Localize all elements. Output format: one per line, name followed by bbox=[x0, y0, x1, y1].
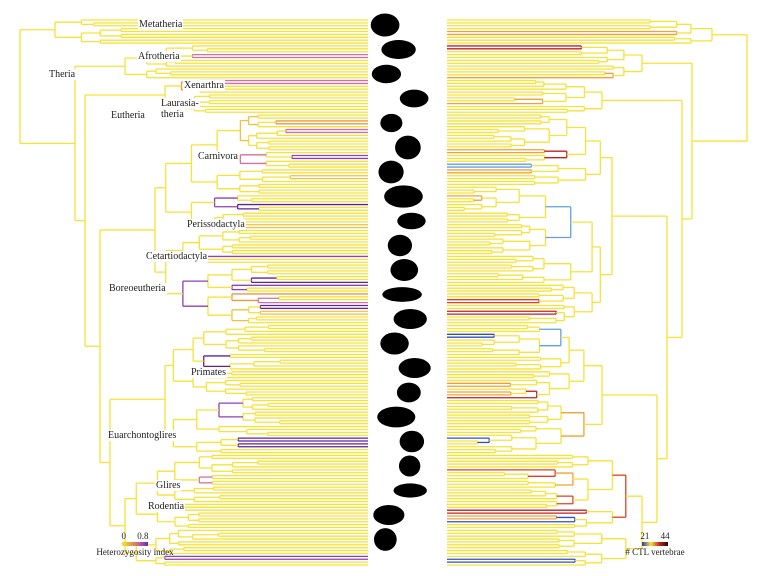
legend-max: 44 bbox=[660, 531, 670, 541]
animal-silhouette-icon bbox=[373, 528, 397, 551]
animal-silhouette-icon bbox=[393, 483, 427, 498]
animal-silhouette-icon bbox=[398, 358, 431, 378]
clade-label-rodentia: Rodentia bbox=[147, 501, 186, 512]
animal-silhouette-icon bbox=[373, 505, 405, 525]
heterozygosity-color-bar bbox=[122, 542, 148, 546]
animal-silhouette-icon bbox=[397, 212, 426, 230]
animal-silhouette-icon bbox=[395, 135, 421, 160]
animal-silhouette-icon bbox=[378, 160, 404, 184]
clade-label-theria: Theria bbox=[48, 69, 77, 80]
animal-silhouette-icon bbox=[381, 40, 416, 59]
clade-label-euarchontoglires: Euarchontoglires bbox=[107, 430, 178, 441]
clade-label-perissodactyla: Perissodactyla bbox=[186, 219, 246, 230]
animal-silhouette-icon bbox=[380, 332, 409, 355]
animal-silhouette-icon bbox=[387, 234, 413, 257]
clade-label-eutheria: Eutheria bbox=[110, 110, 146, 121]
legend-title: # CTL vertebrae bbox=[625, 547, 685, 557]
animal-silhouette-icon bbox=[398, 455, 421, 477]
clade-label-glires: Glires bbox=[155, 480, 182, 491]
clade-label-metatheria: Metatheria bbox=[138, 19, 184, 30]
animal-silhouette-icon bbox=[370, 13, 400, 37]
clade-label-carnivora: Carnivora bbox=[197, 151, 239, 162]
clade-label-xenarthra: Xenarthra bbox=[183, 80, 225, 91]
clade-label-laurasiatheria-1: Laurasia- bbox=[160, 98, 200, 109]
heterozygosity-legend: 0 0.8 Heterozygosity index bbox=[95, 531, 175, 557]
animal-silhouette-icon bbox=[393, 308, 427, 330]
animal-silhouette-icon bbox=[396, 382, 421, 403]
animal-silhouette-icon bbox=[380, 113, 403, 133]
animal-silhouette-icon bbox=[371, 64, 402, 84]
animal-silhouette-icon bbox=[384, 185, 423, 208]
animal-silhouette-icon bbox=[399, 89, 429, 108]
ctl-color-bar bbox=[642, 542, 668, 546]
clade-label-cetartiodactyla: Cetartiodactyla bbox=[145, 251, 209, 262]
legend-title: Heterozygosity index bbox=[96, 547, 174, 557]
clade-label-laurasiatheria-2: theria bbox=[160, 109, 185, 120]
clade-label-boreoeutheria: Boreoeutheria bbox=[108, 283, 167, 294]
animal-silhouette-icon bbox=[390, 259, 419, 281]
clade-label-primates: Primates bbox=[190, 367, 227, 378]
legend-max: 0.8 bbox=[137, 531, 149, 541]
ctl-vertebrae-legend: 21 44 # CTL vertebrae bbox=[615, 531, 695, 557]
animal-silhouette-icon bbox=[382, 287, 422, 302]
animal-silhouette-icon bbox=[399, 430, 425, 453]
legend-min: 0 bbox=[121, 531, 127, 541]
legend-min: 21 bbox=[640, 531, 650, 541]
clade-label-afrotheria: Afrotheria bbox=[137, 51, 181, 62]
animal-silhouette-icon bbox=[377, 406, 416, 428]
